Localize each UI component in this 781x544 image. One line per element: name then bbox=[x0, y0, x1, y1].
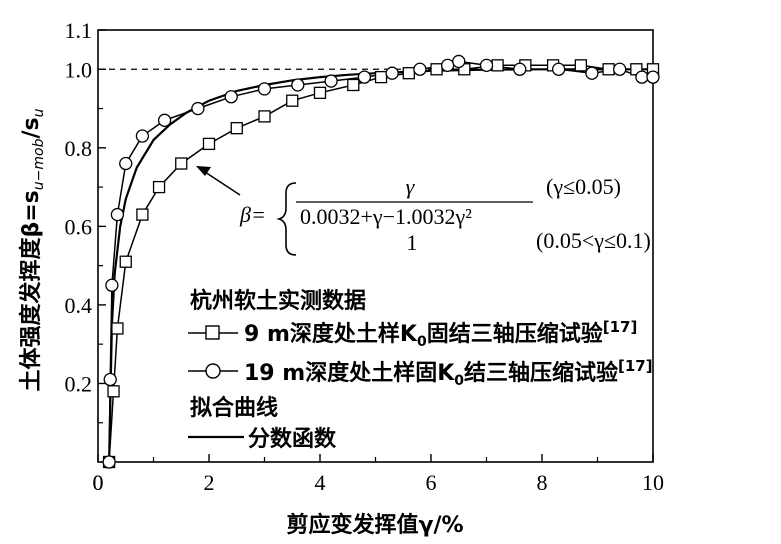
legend-label-series-2: 19 m深度处土样固K0结三轴压缩试验[17] bbox=[244, 357, 653, 389]
y-tick-label: 1.1 bbox=[65, 18, 93, 43]
x-tick-label: 2 bbox=[204, 470, 215, 495]
y-tick-label: 0.4 bbox=[65, 293, 93, 318]
data-point-circle bbox=[440, 58, 455, 72]
data-point-square bbox=[119, 255, 132, 268]
y-axis-title: 土体强度发挥度β=su−mob/su bbox=[18, 108, 47, 391]
data-point-square bbox=[374, 70, 388, 84]
circle-marker-icon bbox=[205, 363, 221, 379]
equation-numerator: γ bbox=[406, 174, 416, 199]
data-point-square bbox=[430, 63, 443, 76]
series-layer bbox=[102, 54, 660, 469]
x-tick-label: 0 bbox=[93, 470, 104, 495]
data-point-circle bbox=[291, 78, 305, 92]
data-point-circle bbox=[324, 74, 338, 88]
legend: 杭州软土实测数据 9 m深度处土样K0固结三轴压缩试验[17] 19 m深度处土… bbox=[188, 288, 653, 452]
data-point-circle bbox=[552, 62, 566, 76]
data-point-circle bbox=[119, 156, 133, 171]
data-point-square bbox=[175, 157, 188, 170]
data-point-square bbox=[111, 322, 124, 335]
svg-text:土体强度发挥度β=su−mob/su: 土体强度发挥度β=su−mob/su bbox=[18, 108, 47, 391]
legend-title-fit: 拟合曲线 bbox=[190, 395, 278, 421]
data-point-square bbox=[258, 110, 271, 123]
x-axis-title: 剪应变发挥值γ/% bbox=[286, 512, 463, 538]
x-tick-label: 6 bbox=[426, 470, 437, 495]
data-point-circle bbox=[413, 62, 427, 76]
equation: β= γ 0.0032+γ−1.0032γ² 1 (γ≤0.05) (0.05<… bbox=[239, 174, 651, 256]
data-point-circle bbox=[135, 129, 150, 143]
axes-layer: 0 2 4 6 8 100.20.40.60.81.01.10 bbox=[65, 18, 665, 495]
y-tick-label: 0.6 bbox=[65, 214, 93, 239]
data-point-square bbox=[152, 180, 166, 194]
equation-brace bbox=[276, 182, 297, 256]
data-point-square bbox=[347, 78, 360, 92]
y-tick-label: 0.8 bbox=[65, 136, 93, 161]
legend-label-series-3: 分数函数 bbox=[248, 426, 337, 452]
data-point-circle bbox=[646, 70, 660, 84]
data-point-circle bbox=[105, 278, 119, 292]
data-point-circle bbox=[452, 54, 466, 69]
y-tick-label: 1.0 bbox=[65, 57, 93, 82]
data-point-circle bbox=[103, 372, 117, 387]
x-tick-label: 8 bbox=[537, 470, 548, 495]
equation-cond2: (0.05<γ≤0.1) bbox=[536, 228, 651, 253]
equation-arrow bbox=[196, 166, 241, 196]
equation-cond1: (γ≤0.05) bbox=[546, 174, 621, 199]
data-point-circle bbox=[191, 101, 205, 116]
data-point-square bbox=[230, 122, 243, 135]
data-point-square bbox=[313, 86, 327, 99]
x-tick-label: 10 bbox=[642, 470, 664, 495]
data-point-circle bbox=[257, 82, 272, 96]
equation-lhs: β= bbox=[239, 202, 266, 227]
x-tick-label: 0 bbox=[93, 470, 104, 495]
equation-second: 1 bbox=[407, 230, 418, 255]
legend-item-series-3: 分数函数 bbox=[188, 426, 337, 452]
data-point-circle bbox=[613, 62, 627, 76]
data-point-square bbox=[286, 94, 299, 107]
data-point-square bbox=[202, 137, 216, 151]
square-marker-icon bbox=[205, 325, 220, 340]
data-point-circle bbox=[157, 113, 172, 127]
data-point-square bbox=[402, 67, 415, 80]
data-point-circle bbox=[102, 455, 116, 469]
data-point-circle bbox=[479, 58, 494, 72]
y-tick-label: 0.2 bbox=[65, 371, 93, 396]
data-point-circle bbox=[385, 66, 399, 80]
legend-label-series-1: 9 m深度处土样K0固结三轴压缩试验[17] bbox=[244, 318, 637, 350]
data-point-square bbox=[602, 63, 615, 76]
data-point-circle bbox=[513, 62, 527, 76]
data-point-circle bbox=[635, 70, 649, 84]
legend-item-series-2: 19 m深度处土样固K0结三轴压缩试验[17] bbox=[188, 357, 653, 389]
legend-item-series-1: 9 m深度处土样K0固结三轴压缩试验[17] bbox=[188, 318, 637, 350]
data-point-square bbox=[107, 385, 120, 398]
data-point-circle bbox=[110, 207, 125, 222]
data-point-square bbox=[491, 59, 504, 72]
data-point-circle bbox=[224, 90, 238, 104]
equation-denominator: 0.0032+γ−1.0032γ² bbox=[300, 204, 472, 229]
x-tick-label: 4 bbox=[315, 470, 326, 495]
legend-title-measured: 杭州软土实测数据 bbox=[190, 288, 366, 314]
data-point-square bbox=[574, 59, 587, 72]
data-point-circle bbox=[585, 66, 599, 80]
data-point-circle bbox=[357, 70, 372, 84]
data-point-square bbox=[136, 208, 149, 221]
